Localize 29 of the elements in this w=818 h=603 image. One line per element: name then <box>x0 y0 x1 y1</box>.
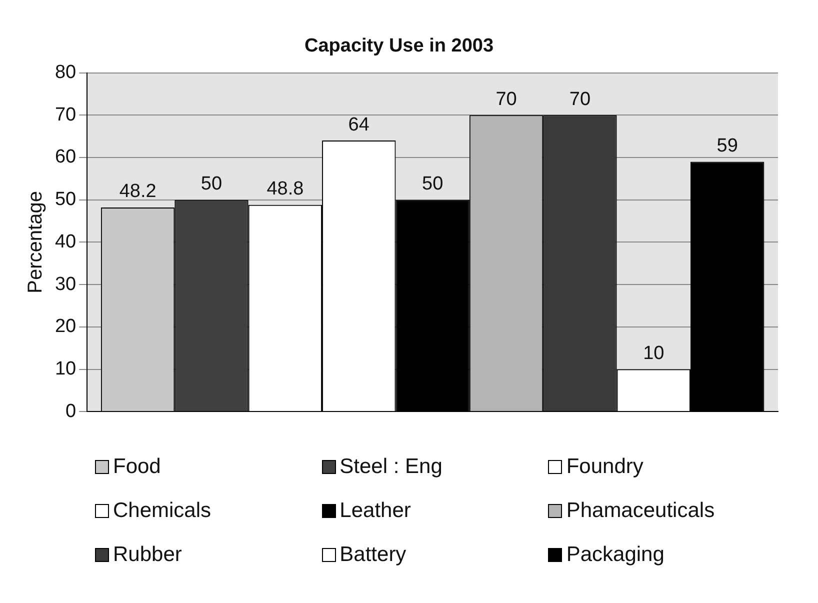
data-label: 10 <box>643 342 664 364</box>
legend-label: Rubber <box>113 543 182 567</box>
y-tick-label: 40 <box>54 231 76 252</box>
data-label: 70 <box>569 88 591 110</box>
y-tick-label: 80 <box>54 62 76 84</box>
legend-label: Battery <box>340 543 406 567</box>
legend-label: Leather <box>340 499 411 523</box>
y-tick-label: 0 <box>66 400 76 422</box>
y-tick-label: 70 <box>54 104 76 126</box>
chart-title: Capacity Use in 2003 <box>304 36 494 57</box>
legend-label: Phamaceuticals <box>566 499 715 523</box>
data-label: 59 <box>716 135 738 156</box>
data-label: 64 <box>348 114 370 136</box>
legend-label: Food <box>113 455 161 479</box>
data-label: 50 <box>422 174 444 195</box>
legend-label: Steel : Eng <box>340 455 442 479</box>
y-tick-label: 60 <box>54 146 76 168</box>
legend-label: Chemicals <box>113 499 212 523</box>
legend-label: Foundry <box>566 455 644 479</box>
y-axis-title: Percentage <box>24 191 47 294</box>
data-label: 48.8 <box>266 178 304 200</box>
y-tick-label: 30 <box>54 274 76 295</box>
data-label: 70 <box>496 88 517 110</box>
y-tick-label: 10 <box>54 358 76 380</box>
y-tick-label: 50 <box>54 189 76 210</box>
y-tick-label: 20 <box>54 316 76 338</box>
legend-label: Packaging <box>566 543 664 567</box>
data-label: 50 <box>200 174 222 195</box>
data-label: 48.2 <box>119 181 156 202</box>
